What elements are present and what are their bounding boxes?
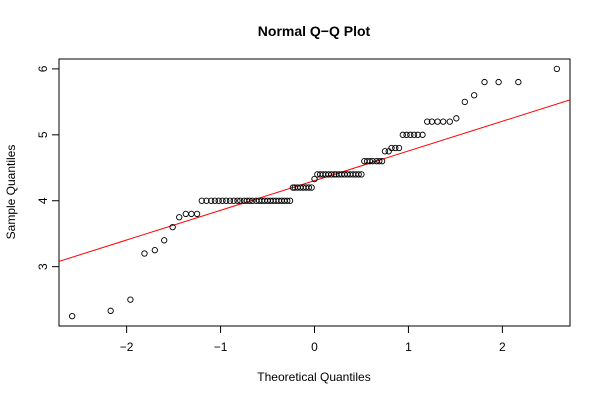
y-tick-label: 3 (36, 263, 50, 270)
data-point (331, 171, 338, 178)
data-point (305, 184, 313, 191)
data-point (553, 65, 560, 73)
data-point (246, 197, 253, 204)
data-point (378, 158, 386, 165)
x-tick-label: 1 (405, 340, 412, 354)
data-point (399, 131, 406, 138)
data-point (215, 197, 222, 204)
data-point (410, 131, 418, 138)
data-point (407, 131, 414, 138)
data-point (414, 131, 421, 138)
data-point (198, 197, 205, 204)
data-point (366, 158, 374, 165)
data-point (461, 98, 468, 106)
data-point (237, 197, 244, 204)
x-tick-label: 0 (311, 340, 318, 354)
data-point (495, 78, 502, 86)
data-point (308, 184, 315, 191)
data-point (289, 184, 297, 191)
data-point (453, 115, 460, 122)
data-point (230, 197, 237, 204)
data-point (440, 118, 447, 125)
data-point (188, 210, 195, 218)
data-point (419, 131, 426, 138)
data-point (127, 296, 134, 303)
data-point (381, 148, 389, 155)
data-point (223, 197, 230, 204)
data-point (328, 171, 335, 178)
x-axis-label: Theoretical Quantiles (257, 370, 370, 384)
y-tick-label: 4 (36, 197, 50, 204)
data-point (169, 223, 176, 231)
data-point (176, 214, 183, 221)
qq-reference-line (59, 99, 570, 262)
data-point (193, 210, 201, 218)
data-point (311, 175, 318, 183)
x-tick-label: 2 (499, 340, 506, 354)
data-point (249, 197, 256, 204)
data-point (151, 247, 158, 254)
data-point (471, 92, 478, 99)
data-point (358, 171, 365, 178)
data-point (219, 197, 226, 204)
data-point (424, 118, 431, 125)
points-layer (69, 65, 560, 320)
data-point (234, 197, 241, 204)
data-point (226, 197, 234, 204)
data-point (141, 250, 148, 257)
x-tick-label: −1 (214, 340, 228, 354)
x-tick-label: −2 (120, 340, 134, 354)
data-point (161, 237, 168, 244)
data-point (515, 78, 522, 86)
x-axis: −2 −1 0 1 2 (120, 326, 506, 354)
data-point (208, 197, 215, 204)
plot-frame (58, 58, 571, 327)
data-point (203, 197, 210, 204)
data-point (355, 171, 362, 178)
data-point (434, 118, 441, 125)
data-point (481, 78, 488, 86)
data-point (211, 197, 219, 204)
data-point (446, 118, 453, 125)
data-point (182, 210, 189, 218)
reference-line-layer (59, 99, 570, 262)
y-tick-label: 5 (36, 131, 50, 138)
data-point (388, 144, 395, 152)
data-point (376, 158, 383, 165)
y-tick-label: 6 (36, 65, 50, 72)
data-point (395, 144, 403, 152)
data-point (369, 158, 376, 165)
data-point (107, 307, 114, 314)
chart-title: Normal Q−Q Plot (258, 23, 371, 39)
y-axis-label: Sample Quantiles (4, 145, 18, 240)
y-axis: 3 4 5 6 (36, 65, 59, 270)
data-point (286, 197, 294, 204)
data-point (284, 197, 291, 204)
data-point (403, 131, 410, 138)
data-point (392, 144, 399, 152)
data-point (69, 312, 76, 320)
